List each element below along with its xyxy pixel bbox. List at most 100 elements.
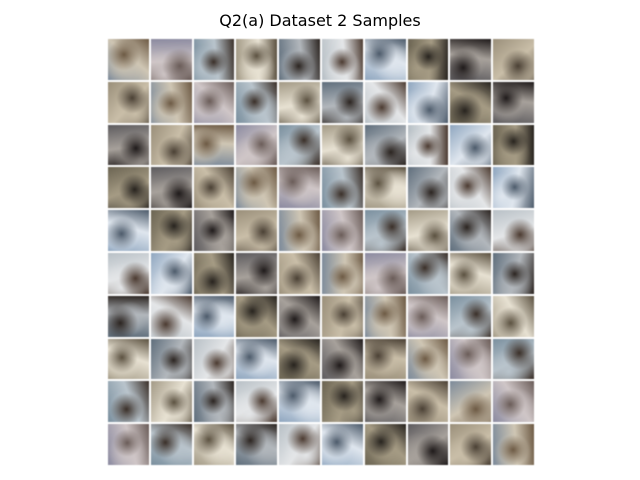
sample-image: [150, 167, 192, 209]
sample-image: [150, 39, 192, 80]
sample-image: [407, 424, 449, 465]
sample-image: [279, 124, 320, 166]
sample-image: [493, 210, 534, 251]
sample-image: [321, 81, 363, 123]
sample-image: [321, 124, 363, 166]
sample-image: [236, 210, 278, 251]
sample-image: [108, 338, 149, 380]
sample-image: [364, 381, 406, 423]
sample-image: [493, 167, 534, 209]
sample-image: [407, 338, 449, 380]
sample-image: [193, 295, 235, 337]
sample-image: [236, 124, 278, 166]
figure-title: Q2(a) Dataset 2 Samples: [219, 11, 421, 30]
sample-image: [364, 210, 406, 251]
sample-image: [279, 39, 320, 80]
sample-image: [407, 39, 449, 80]
sample-image: [493, 424, 534, 465]
sample-image: [279, 252, 320, 294]
sample-image: [321, 424, 363, 465]
sample-image: [321, 39, 363, 80]
sample-image: [407, 295, 449, 337]
sample-image: [236, 295, 278, 337]
sample-image: [364, 81, 406, 123]
sample-image: [321, 295, 363, 337]
sample-image: [321, 381, 363, 423]
sample-image: [493, 81, 534, 123]
sample-image: [407, 124, 449, 166]
sample-image: [236, 381, 278, 423]
sample-image: [279, 338, 320, 380]
sample-image: [450, 39, 492, 80]
sample-image: [193, 81, 235, 123]
sample-image: [108, 39, 149, 80]
sample-image: [364, 252, 406, 294]
sample-image: [321, 338, 363, 380]
sample-image: [279, 210, 320, 251]
sample-image: [450, 124, 492, 166]
sample-image: [236, 167, 278, 209]
sample-image: [279, 167, 320, 209]
sample-image: [193, 424, 235, 465]
sample-image: [407, 381, 449, 423]
sample-image: [450, 381, 492, 423]
sample-image: [236, 338, 278, 380]
sample-image: [407, 81, 449, 123]
sample-image: [493, 295, 534, 337]
sample-image: [193, 167, 235, 209]
sample-image: [193, 381, 235, 423]
sample-image: [150, 338, 192, 380]
sample-image: [236, 252, 278, 294]
sample-image: [450, 252, 492, 294]
sample-image: [150, 210, 192, 251]
sample-image: [364, 338, 406, 380]
sample-image: [493, 252, 534, 294]
sample-image: [450, 81, 492, 123]
sample-image: [364, 167, 406, 209]
sample-image: [150, 381, 192, 423]
sample-image: [236, 39, 278, 80]
sample-image: [279, 381, 320, 423]
sample-image: [450, 424, 492, 465]
sample-image: [193, 39, 235, 80]
sample-image: [150, 424, 192, 465]
sample-image: [193, 338, 235, 380]
sample-image: [407, 167, 449, 209]
sample-image: [193, 210, 235, 251]
sample-image: [450, 338, 492, 380]
sample-image: [236, 424, 278, 465]
sample-image: [150, 124, 192, 166]
sample-image: [193, 252, 235, 294]
sample-image: [450, 295, 492, 337]
sample-image: [108, 252, 149, 294]
sample-image: [279, 295, 320, 337]
sample-image: [493, 39, 534, 80]
sample-image: [493, 381, 534, 423]
sample-image: [450, 167, 492, 209]
sample-image: [321, 167, 363, 209]
sample-image: [493, 338, 534, 380]
sample-image: [108, 381, 149, 423]
sample-image: [150, 252, 192, 294]
sample-image: [108, 295, 149, 337]
sample-image: [364, 295, 406, 337]
sample-image: [364, 124, 406, 166]
sample-image: [108, 124, 149, 166]
sample-grid: [108, 39, 534, 465]
sample-image: [407, 210, 449, 251]
sample-image: [108, 210, 149, 251]
sample-image: [108, 167, 149, 209]
sample-image: [279, 81, 320, 123]
sample-image: [193, 124, 235, 166]
sample-image: [150, 295, 192, 337]
sample-image: [236, 81, 278, 123]
sample-image: [108, 81, 149, 123]
sample-image: [108, 424, 149, 465]
sample-image: [364, 39, 406, 80]
sample-image: [321, 252, 363, 294]
sample-image: [493, 124, 534, 166]
sample-image: [150, 81, 192, 123]
sample-image: [321, 210, 363, 251]
sample-image: [364, 424, 406, 465]
sample-image: [450, 210, 492, 251]
